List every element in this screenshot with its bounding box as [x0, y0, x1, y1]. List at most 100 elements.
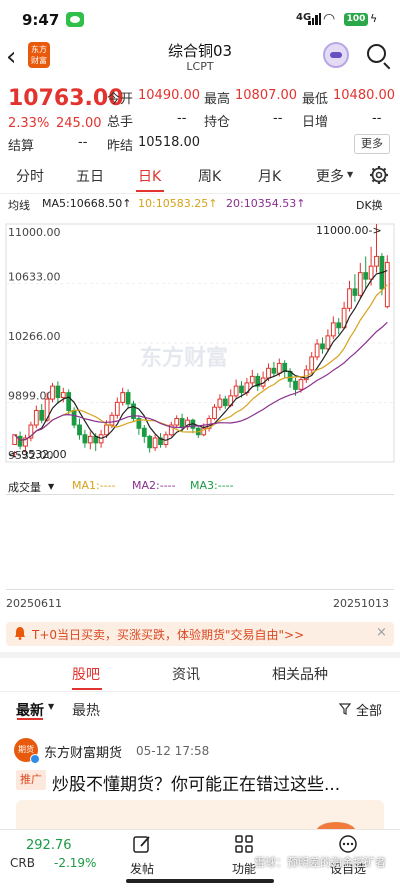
filter-all[interactable]: 全部 — [356, 704, 383, 719]
post-image-card[interactable] — [16, 800, 384, 842]
max-price-annotation: 11000.00-> — [316, 224, 382, 237]
sort-latest[interactable]: 最新 — [16, 703, 44, 719]
y-tick-label: 10266.00 — [8, 330, 61, 343]
y-tick-label: 10633.00 — [8, 271, 61, 284]
grid-icon — [235, 835, 253, 853]
volume-value: -- — [177, 111, 187, 126]
bottom-toolbar: 292.76 CRB -2.19% 发帖 功能 设自选 — [0, 829, 400, 889]
gear-icon[interactable] — [369, 165, 389, 185]
volume-indicator-select[interactable]: 成交量 — [8, 481, 41, 494]
post-button[interactable]: 发帖 — [112, 832, 172, 877]
candle-body — [347, 288, 352, 309]
post-title[interactable]: 炒股不懂期货？你可能正在错过这些... — [52, 775, 341, 795]
functions-button[interactable]: 功能 — [214, 832, 274, 877]
candle-body — [352, 288, 358, 296]
back-arrow-icon[interactable]: ‹ — [6, 42, 17, 72]
post-button-label: 发帖 — [129, 862, 154, 876]
adjust-toggle[interactable]: DK换 — [356, 199, 383, 212]
candle-body — [249, 375, 255, 384]
candle-body — [168, 424, 174, 436]
tab-monthly-k[interactable]: 月K — [258, 169, 282, 185]
ma-type-label[interactable]: 均线 — [8, 199, 30, 212]
chart-watermark: 东方财富 — [140, 346, 229, 371]
tab-related[interactable]: 相关品种 — [272, 667, 328, 683]
candle-body — [158, 437, 163, 445]
candle-body — [39, 409, 45, 421]
candle-body — [87, 435, 93, 444]
robot-assistant-icon[interactable] — [323, 42, 349, 68]
candle-body — [50, 385, 55, 400]
home-indicator[interactable] — [126, 879, 274, 883]
candle-body — [298, 379, 304, 390]
candle-body — [266, 367, 271, 379]
prev-settlement-label: 昨结 — [107, 139, 134, 154]
change-amount: 245.00 — [56, 116, 102, 131]
signal-icon — [308, 13, 322, 25]
candle-body — [330, 322, 336, 337]
candle-body — [125, 392, 131, 405]
status-bar: 9:47 4G ◠ 100 ϟ — [0, 0, 400, 38]
add-watchlist-label: 设自选 — [329, 862, 366, 876]
tab-weekly-k[interactable]: 周K — [198, 169, 222, 185]
ma20-value: 20:10354.53↑ — [226, 197, 306, 210]
candle-body — [33, 409, 39, 426]
watermark-text: 雪球：预明差的淘金挖矿者 — [254, 856, 386, 869]
vol-ma1: MA1:---- — [72, 479, 116, 492]
candle-body — [357, 272, 363, 296]
edit-icon — [133, 836, 150, 853]
search-icon[interactable] — [367, 44, 386, 63]
vol-ma2: MA2:---- — [132, 479, 176, 492]
network-type: 4G — [296, 12, 312, 23]
post-time: 05-12 17:58 — [136, 744, 210, 758]
candle-body — [179, 418, 185, 428]
candle-body — [222, 398, 228, 407]
candle-body — [309, 356, 315, 371]
min-price-annotation: <-9532.00 — [8, 448, 67, 461]
clock: 9:47 — [22, 11, 60, 29]
promo-banner[interactable]: T+0当日买卖，买涨买跌，体验期货"交易自由">> × — [6, 622, 394, 646]
section-divider — [0, 652, 400, 658]
add-watchlist-button[interactable]: 设自选 — [318, 832, 378, 877]
candle-body — [212, 406, 217, 420]
candle-body — [152, 437, 158, 449]
close-icon[interactable]: × — [376, 625, 387, 640]
sort-hot[interactable]: 最热 — [72, 703, 100, 719]
verified-icon — [30, 754, 40, 764]
candle-body — [336, 322, 342, 329]
candle-body — [147, 435, 153, 449]
candle-body — [23, 437, 28, 447]
candle-body — [255, 375, 261, 387]
candlestick-chart[interactable]: 11000.00 10633.00 10266.00 9899.00 9532.00 11… — [0, 212, 400, 478]
high-value: 10807.00 — [235, 88, 298, 103]
open-value: 10490.00 — [138, 88, 201, 103]
more-quote-button[interactable]: 更多 — [354, 134, 390, 154]
open-interest-label: 持仓 — [204, 115, 231, 130]
banner-text: T+0当日买卖，买涨买跌，体验期货"交易自由">> — [32, 628, 305, 642]
ma10-line — [14, 284, 388, 442]
settlement-label: 结算 — [8, 139, 35, 154]
candle-body — [12, 434, 18, 445]
candle-body — [201, 427, 207, 436]
candle-body — [320, 343, 325, 350]
tab-more[interactable]: 更多 — [316, 169, 344, 185]
tab-five-day[interactable]: 五日 — [76, 169, 104, 185]
prev-settlement-value: 10518.00 — [138, 135, 201, 150]
post-author[interactable]: 东方财富期货 — [44, 746, 123, 761]
last-price: 10763.00 — [8, 86, 124, 111]
tab-daily-k[interactable]: 日K — [138, 169, 162, 185]
low-label: 最低 — [302, 92, 329, 107]
daily-increase-value: -- — [372, 111, 382, 126]
eastmoney-logo: 东方财富 — [28, 42, 50, 68]
filter-icon[interactable] — [339, 703, 351, 715]
candle-body — [368, 265, 374, 280]
chevron-down-icon: ▼ — [347, 170, 354, 179]
tab-guba[interactable]: 股吧 — [72, 667, 100, 683]
volume-chart[interactable] — [6, 494, 394, 590]
y-tick-label: 9532.00 — [8, 449, 54, 462]
open-label: 今开 — [107, 92, 134, 107]
tab-news[interactable]: 资讯 — [172, 667, 200, 683]
active-tab-underline — [136, 190, 164, 192]
charging-icon: ϟ — [370, 12, 378, 25]
tab-intraday[interactable]: 分时 — [16, 169, 44, 185]
